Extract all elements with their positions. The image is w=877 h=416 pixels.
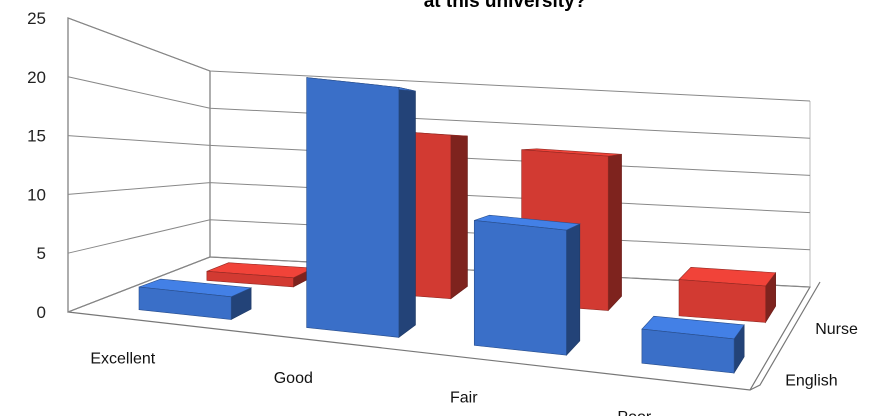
bar-nurse — [206, 262, 315, 288]
y-tick-label: 20 — [27, 68, 46, 87]
gridline — [67, 76, 811, 139]
bar-side-face — [450, 134, 468, 300]
bar-front-face — [138, 286, 232, 320]
bar-side-face — [607, 153, 622, 312]
y-axis-ticks: 0 5 10 15 20 25 — [27, 9, 46, 322]
bar-english — [138, 278, 253, 321]
side-wall — [67, 17, 211, 313]
bar-side-face — [566, 223, 581, 356]
chart-title: at this university? — [424, 0, 587, 12]
series-label: Nurse — [815, 321, 858, 338]
bar-front-face — [206, 271, 294, 288]
series-labels: English Nurse — [785, 321, 858, 390]
bar-front-face — [641, 328, 735, 374]
bar-front-face — [678, 279, 766, 323]
y-tick-label: 15 — [27, 127, 46, 146]
bar-side-face — [398, 87, 416, 338]
series-label: English — [785, 372, 837, 389]
category-label: Poor — [617, 409, 651, 416]
category-label: Fair — [450, 389, 478, 406]
y-tick-label: 10 — [27, 185, 46, 204]
depth-axis — [749, 281, 821, 391]
bar-english — [306, 77, 416, 338]
bars — [138, 77, 777, 375]
category-labels: Excellent Good Fair Poor — [90, 350, 652, 416]
y-tick-label: 25 — [27, 9, 46, 28]
bar-front-face — [306, 77, 400, 338]
category-label: Good — [274, 370, 313, 387]
category-label: Excellent — [90, 350, 155, 367]
gridlines — [67, 17, 811, 313]
bar-front-face — [473, 220, 567, 356]
y-tick-label: 5 — [37, 244, 46, 263]
gridline — [67, 17, 811, 102]
bar-nurse — [678, 267, 777, 324]
y-tick-label: 0 — [37, 303, 46, 322]
bar-english — [473, 214, 581, 356]
bar-english — [641, 315, 745, 375]
